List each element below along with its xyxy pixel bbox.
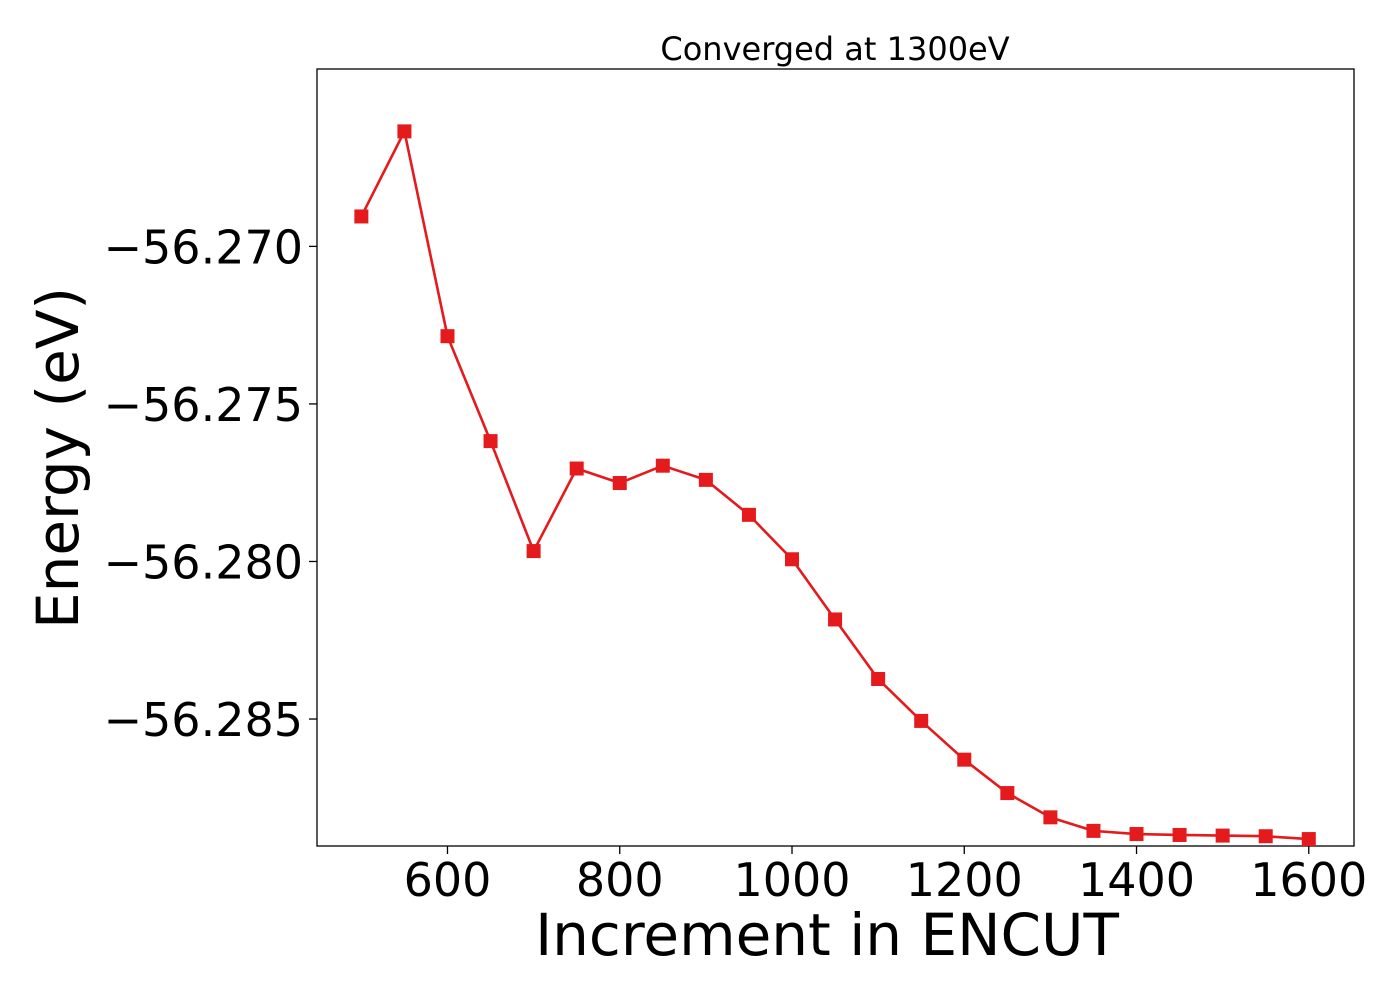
data-point: [957, 752, 972, 767]
data-point: [397, 124, 412, 139]
x-tick-label: 1600: [1250, 853, 1367, 907]
data-point: [1301, 832, 1316, 847]
data-point: [1000, 786, 1015, 801]
y-tick-label: −56.270: [104, 220, 304, 274]
data-point: [698, 472, 713, 487]
x-axis-label: Increment in ENCUT: [535, 901, 1119, 969]
data-point: [1086, 823, 1101, 838]
x-axis: 600 800 1000 1200 1400 1600: [404, 846, 1367, 907]
chart-title: Converged at 1300eV: [660, 30, 1009, 68]
data-point: [1172, 827, 1187, 842]
data-point: [354, 209, 369, 224]
data-point: [569, 461, 584, 476]
data-point: [526, 544, 541, 559]
x-tick-label: 1200: [906, 853, 1023, 907]
data-point: [1043, 810, 1058, 825]
y-axis: −56.270 −56.275 −56.280 −56.285: [104, 220, 317, 747]
data-point: [871, 672, 886, 687]
data-point: [785, 552, 800, 567]
data-point: [612, 476, 627, 491]
data-point: [483, 434, 498, 449]
data-point: [655, 458, 670, 473]
plot-series: [354, 124, 1316, 847]
y-axis-label: Energy (eV): [24, 287, 92, 629]
x-tick-label: 600: [404, 853, 492, 907]
data-point: [914, 713, 929, 728]
x-tick-label: 800: [576, 853, 664, 907]
y-tick-label: −56.275: [104, 378, 304, 432]
x-tick-label: 1400: [1078, 853, 1195, 907]
data-point: [1258, 829, 1273, 844]
data-point: [741, 507, 756, 522]
data-point: [440, 329, 455, 344]
y-tick-label: −56.285: [104, 693, 304, 747]
data-point: [1129, 827, 1144, 842]
data-point: [828, 612, 843, 627]
plot-area: [316, 68, 1355, 847]
x-tick-label: 1000: [733, 853, 850, 907]
data-point: [1215, 828, 1230, 843]
y-tick-label: −56.280: [104, 535, 304, 589]
